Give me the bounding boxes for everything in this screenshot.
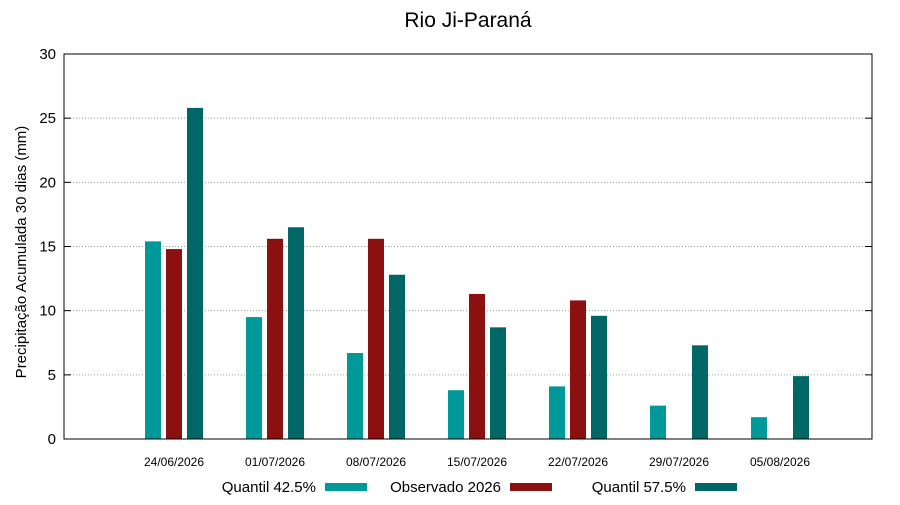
y-axis-label: Precipitação Acumulada 30 dias (mm): [13, 126, 30, 379]
x-tick-label: 22/07/2026: [548, 455, 608, 469]
bar-3-3: [389, 274, 405, 439]
bar-2-2: [267, 238, 283, 439]
bar-3-1: [187, 107, 203, 440]
y-tick-label: 20: [39, 174, 56, 191]
legend: Quantil 42.5% Observado 2026 Quantil 57.5%: [222, 479, 737, 496]
x-tick-label: 24/06/2026: [144, 455, 204, 469]
legend-label-3: Quantil 57.5%: [592, 479, 686, 496]
legend-swatch-3: [695, 483, 737, 491]
y-tick-label: 10: [39, 303, 56, 320]
bar-3-5: [591, 315, 607, 439]
bar-3-2: [288, 227, 304, 439]
bar-1-5: [549, 386, 565, 439]
x-tick-label: 05/08/2026: [750, 455, 810, 469]
bar-1-3: [347, 353, 363, 439]
x-tick-label: 15/07/2026: [447, 455, 507, 469]
legend-label-1: Quantil 42.5%: [222, 479, 316, 496]
chart-title: Rio Ji-Paraná: [404, 9, 532, 32]
gridlines: [64, 117, 872, 376]
bar-2-4: [469, 293, 485, 439]
bar-2-1: [166, 249, 182, 439]
x-tick-label: 08/07/2026: [346, 455, 406, 469]
bar-1-4: [448, 390, 464, 439]
bar-3-6: [692, 345, 708, 439]
y-tick-label: 5: [48, 367, 56, 384]
bar-3-7: [793, 376, 809, 439]
y-tick-label: 25: [39, 110, 56, 127]
bars: [145, 107, 809, 440]
bar-2-5: [570, 300, 586, 439]
y-tick-label: 0: [48, 431, 56, 448]
bar-1-6: [650, 405, 666, 439]
bar-3-4: [490, 327, 506, 439]
y-tick-label: 30: [39, 46, 56, 63]
bar-2-3: [368, 238, 384, 439]
bar-1-7: [751, 417, 767, 439]
x-tick-label: 01/07/2026: [245, 455, 305, 469]
legend-swatch-1: [325, 483, 367, 491]
y-axis-ticks: 0 5 10 15 20 25 30: [39, 46, 872, 448]
bar-1-2: [246, 317, 262, 439]
bar-1-1: [145, 241, 161, 439]
legend-swatch-2: [510, 483, 552, 491]
plot-frame: [63, 53, 873, 440]
y-tick-label: 15: [39, 239, 56, 256]
x-tick-label: 29/07/2026: [649, 455, 709, 469]
x-axis-ticks: 24/06/2026 01/07/2026 08/07/2026 15/07/2026…: [144, 455, 810, 469]
legend-label-2: Observado 2026: [390, 479, 501, 496]
